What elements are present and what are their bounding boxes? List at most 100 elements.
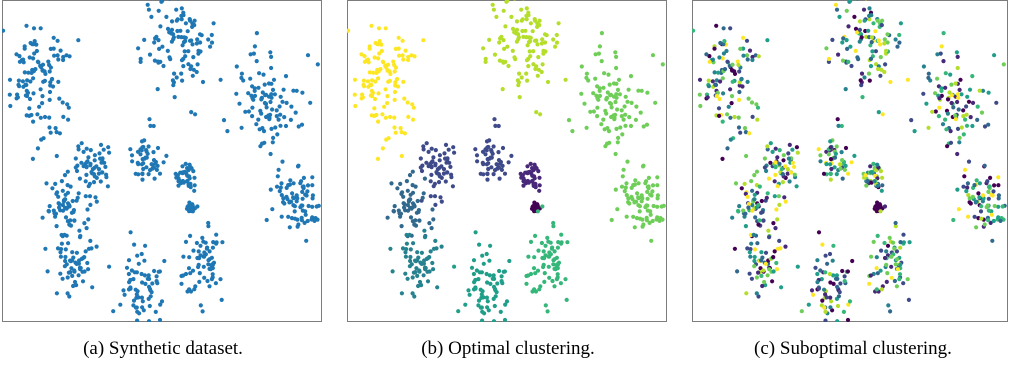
data-point: [633, 117, 638, 122]
data-point: [415, 198, 420, 204]
data-point: [835, 284, 840, 289]
data-point: [27, 106, 32, 111]
data-point: [867, 281, 872, 286]
data-point: [521, 183, 526, 188]
data-point: [718, 40, 723, 46]
data-point: [396, 208, 401, 213]
data-point: [401, 194, 406, 199]
data-point: [909, 118, 914, 123]
data-point: [783, 244, 788, 249]
data-point: [59, 241, 64, 246]
data-point: [62, 197, 67, 202]
data-point: [771, 221, 776, 226]
data-point: [426, 149, 431, 154]
data-point: [775, 246, 780, 251]
data-point: [195, 255, 200, 261]
data-point: [237, 101, 242, 106]
data-point: [403, 271, 408, 276]
data-point: [894, 249, 899, 254]
data-point: [290, 191, 295, 196]
data-point: [140, 157, 145, 162]
data-point: [262, 140, 267, 145]
data-point: [279, 181, 284, 186]
data-point: [463, 302, 468, 307]
data-point: [534, 38, 539, 43]
data-point: [956, 95, 961, 100]
data-point: [779, 167, 784, 172]
data-point: [347, 28, 351, 33]
data-point: [862, 75, 867, 80]
data-point: [559, 232, 564, 237]
data-point: [785, 167, 790, 172]
data-point: [82, 255, 87, 260]
data-point: [192, 175, 197, 180]
data-point: [398, 211, 404, 216]
panel-c: (c) Suboptimal clustering.: [692, 0, 1011, 370]
data-point: [197, 279, 202, 284]
data-point: [84, 146, 89, 151]
data-point: [554, 40, 560, 45]
data-point: [140, 145, 145, 150]
data-point: [858, 78, 863, 83]
data-point: [542, 271, 547, 276]
data-point: [88, 202, 93, 207]
data-point: [471, 271, 476, 277]
data-point: [31, 91, 36, 96]
data-point: [979, 110, 985, 115]
data-point: [138, 56, 143, 62]
data-point: [773, 146, 778, 151]
data-point: [352, 92, 357, 97]
data-point: [943, 117, 948, 122]
data-point: [206, 37, 211, 42]
data-point: [852, 14, 857, 19]
data-point: [650, 183, 656, 188]
data-point: [626, 87, 631, 92]
data-point: [194, 69, 199, 75]
data-point: [283, 123, 289, 129]
data-point: [964, 112, 969, 117]
data-point: [531, 266, 537, 271]
data-point: [67, 222, 72, 227]
data-point: [620, 174, 625, 179]
data-point: [884, 262, 889, 267]
data-point: [60, 208, 66, 213]
data-point: [631, 214, 636, 219]
data-point: [840, 176, 845, 181]
data-point: [660, 62, 665, 67]
data-point: [507, 258, 512, 264]
data-point: [86, 184, 91, 189]
data-point: [614, 92, 619, 97]
data-point: [607, 100, 612, 106]
data-point: [422, 176, 427, 181]
data-point: [407, 264, 412, 269]
data-point: [951, 105, 956, 110]
data-point: [866, 71, 872, 76]
data-point: [542, 279, 547, 284]
data-point: [607, 82, 612, 87]
data-point: [306, 203, 311, 209]
data-point: [86, 217, 91, 222]
data-point: [294, 88, 299, 93]
data-point: [535, 73, 540, 78]
data-point: [74, 168, 80, 174]
data-point: [713, 82, 719, 88]
data-point: [892, 278, 897, 284]
data-point: [485, 157, 490, 162]
data-point: [882, 240, 887, 246]
data-point: [926, 75, 931, 80]
data-point: [780, 180, 785, 185]
data-point: [456, 309, 461, 314]
caption-a-text: Synthetic dataset.: [108, 338, 243, 359]
data-point: [186, 49, 191, 54]
data-point: [62, 232, 67, 237]
data-point: [188, 66, 193, 72]
data-point: [1001, 62, 1006, 67]
data-point: [407, 173, 413, 178]
data-point: [151, 150, 156, 155]
data-point: [840, 268, 845, 274]
data-point: [366, 57, 371, 62]
data-point: [526, 254, 531, 259]
data-point: [52, 53, 57, 58]
data-point: [830, 37, 835, 43]
data-point: [385, 94, 390, 99]
